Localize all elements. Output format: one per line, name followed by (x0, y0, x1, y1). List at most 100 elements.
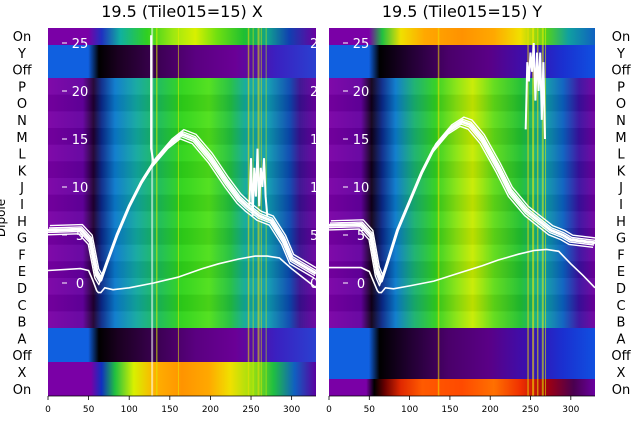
x-tick-label: 200 (482, 405, 499, 415)
series-line-white-spike (150, 35, 155, 164)
right-overlay-series (329, 42, 595, 294)
row-stripe (48, 278, 316, 295)
overlay-ytick-label: 25 (72, 37, 89, 52)
row-label: N (616, 114, 626, 129)
row-label: Off (611, 349, 631, 364)
series-line-white-noise (248, 148, 269, 216)
series-line-baseline (48, 255, 316, 294)
row-label: O (17, 97, 27, 112)
row-label: B (18, 316, 27, 331)
row-label: E (617, 265, 625, 280)
vertical-streak (437, 28, 440, 396)
left-band-on-bottom (48, 362, 316, 396)
row-label: B (617, 316, 626, 331)
left-band-dipoles (48, 78, 316, 328)
row-label: D (616, 282, 626, 297)
x-tick-label: 0 (45, 405, 51, 415)
overlay-ytick-label: 5 (357, 229, 365, 244)
row-label: On (13, 383, 31, 398)
series-line-white-noise (524, 42, 546, 140)
left-row-stripes (48, 78, 316, 328)
overlay-ytick-label: 10 (353, 181, 370, 196)
right-band-y-off (329, 45, 595, 78)
x-tick-label: 100 (121, 405, 138, 415)
right-band-on-bottom (329, 379, 595, 396)
left-band-y-off (48, 45, 316, 78)
series-line-main (48, 138, 315, 286)
x-tick-label: 50 (83, 405, 95, 415)
row-label: N (17, 114, 27, 129)
row-label: I (20, 198, 24, 213)
row-label: L (617, 148, 625, 163)
overlay-ytick-label: 10 (72, 181, 89, 196)
overlay-ytick-label-edge: 20 (310, 85, 327, 100)
row-label: A (18, 332, 27, 347)
vertical-streak (156, 28, 158, 396)
row-stripe (48, 161, 316, 178)
row-label: P (18, 80, 26, 95)
row-label: A (617, 332, 626, 347)
row-label: M (615, 131, 626, 146)
series-line-main (329, 118, 595, 280)
right-overlay-yticks: 0 5 10 15 20 25 (343, 37, 369, 292)
row-stripe (48, 111, 316, 128)
row-stripe (329, 161, 595, 178)
x-tick-label: 100 (401, 405, 418, 415)
row-label: H (17, 215, 27, 230)
right-heatmap (329, 28, 595, 396)
vertical-streak (541, 28, 544, 396)
series-line-baseline (329, 248, 595, 294)
vertical-streak (536, 28, 539, 396)
row-label: K (617, 164, 626, 179)
row-label: G (616, 232, 626, 247)
row-stripe (329, 294, 595, 312)
series-line-main (330, 116, 595, 278)
row-stripe (48, 294, 316, 312)
left-overlay-series (48, 35, 316, 294)
x-tick-label: 150 (161, 405, 178, 415)
left-x-axis: 0 50 100 150 200 250 300 (45, 395, 316, 415)
overlay-ytick-label-edge: 0 (310, 277, 318, 292)
row-label: Off (12, 349, 32, 364)
row-label: J (618, 181, 623, 196)
left-panel-title: 19.5 (Tile015=15) X (101, 2, 263, 21)
right-row-stripes (329, 78, 595, 328)
row-label: F (617, 248, 624, 263)
row-label: K (18, 164, 27, 179)
row-stripe (329, 278, 595, 295)
row-label: C (17, 299, 26, 314)
vertical-streak (247, 28, 250, 396)
row-stripe (329, 311, 595, 328)
overlay-ytick-label: 0 (357, 277, 365, 292)
row-label: X (617, 366, 626, 381)
left-heatmap (48, 28, 316, 396)
row-label: D (17, 282, 27, 297)
row-label: On (13, 30, 31, 45)
vertical-streak (532, 28, 535, 396)
row-label: I (619, 198, 623, 213)
row-label: L (18, 148, 26, 163)
x-tick-label: 150 (441, 405, 458, 415)
right-x-axis: 0 50 100 150 200 250 300 (326, 395, 595, 415)
x-tick-label: 300 (283, 405, 300, 415)
overlay-ytick-label-edge: 10 (310, 181, 327, 196)
row-stripe (48, 311, 316, 328)
y-axis-label: Dipole (0, 199, 8, 237)
row-label: J (19, 181, 24, 196)
overlay-ytick-label: 20 (353, 85, 370, 100)
row-label: Y (17, 47, 26, 62)
overlay-ytick-label: 15 (353, 133, 370, 148)
row-label: Y (616, 47, 625, 62)
row-label: On (612, 383, 630, 398)
overlay-ytick-label-edge: 15 (310, 133, 327, 148)
row-label: C (616, 299, 625, 314)
x-tick-label: 250 (522, 405, 539, 415)
x-tick-label: 200 (202, 405, 219, 415)
vertical-streak (151, 28, 154, 396)
overlay-ytick-label: 0 (76, 277, 84, 292)
